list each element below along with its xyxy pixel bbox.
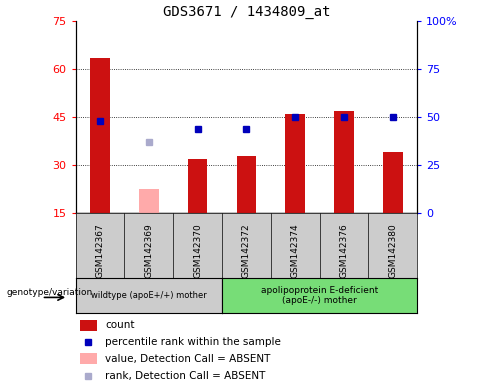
Text: GSM142369: GSM142369 [144,223,153,278]
Text: GSM142367: GSM142367 [96,223,104,278]
Bar [334,111,354,213]
Text: rank, Detection Call = ABSENT: rank, Detection Call = ABSENT [105,371,265,381]
Bar [80,320,97,331]
Text: GSM142380: GSM142380 [388,223,397,278]
Text: GSM142374: GSM142374 [291,223,300,278]
Bar [90,58,110,213]
Text: count: count [105,320,134,330]
Text: value, Detection Call = ABSENT: value, Detection Call = ABSENT [105,354,270,364]
Text: wildtype (apoE+/+) mother: wildtype (apoE+/+) mother [91,291,207,300]
Text: GSM142376: GSM142376 [340,223,348,278]
Text: percentile rank within the sample: percentile rank within the sample [105,337,281,347]
Text: apolipoprotein E-deficient
(apoE-/-) mother: apolipoprotein E-deficient (apoE-/-) mot… [261,286,378,305]
Title: GDS3671 / 1434809_at: GDS3671 / 1434809_at [163,5,330,19]
Text: GSM142372: GSM142372 [242,223,251,278]
Bar [237,156,256,213]
Bar [285,114,305,213]
Bar [80,353,97,364]
Text: genotype/variation: genotype/variation [6,288,92,297]
Bar [139,189,159,213]
Bar [188,159,207,213]
Bar [383,152,403,213]
Text: GSM142370: GSM142370 [193,223,202,278]
